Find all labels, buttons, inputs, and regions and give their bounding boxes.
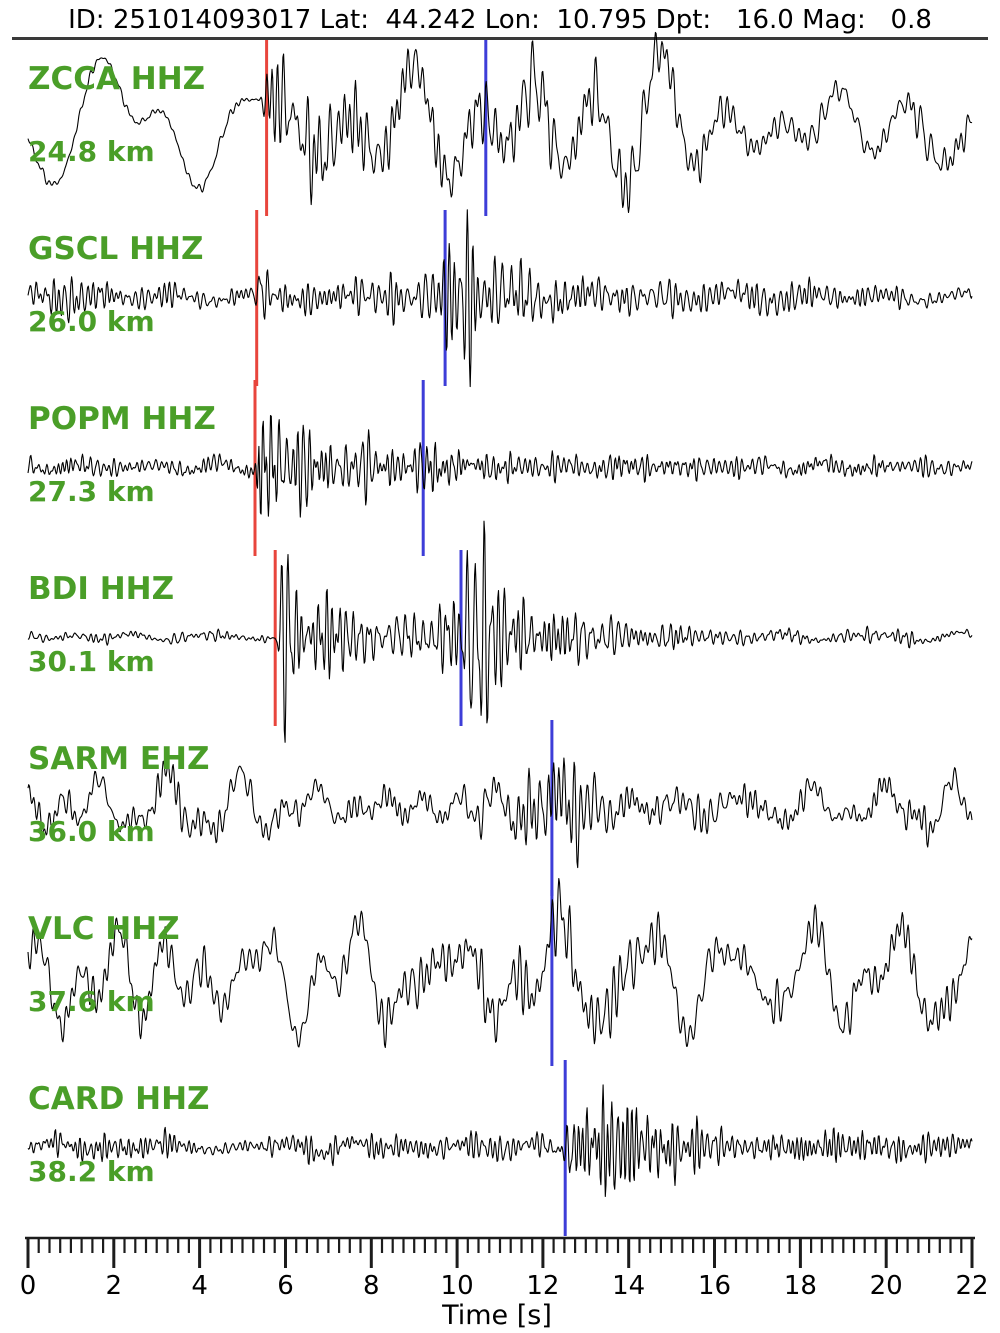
station-label-vlc: VLC HHZ (28, 911, 180, 947)
waveform-gscl (27, 209, 973, 388)
station-label-bdi: BDI HHZ (28, 571, 175, 607)
distance-label-popm: 27.3 km (28, 475, 155, 508)
x-tick-label-6: 6 (277, 1271, 294, 1301)
distance-label-zcca: 24.8 km (28, 135, 155, 168)
distance-label-gscl: 26.0 km (28, 305, 155, 338)
x-tick-label-18: 18 (784, 1271, 817, 1301)
station-label-gscl: GSCL HHZ (28, 231, 204, 267)
x-tick-label-8: 8 (363, 1271, 380, 1301)
header-divider (12, 37, 988, 40)
x-tick-label-14: 14 (612, 1271, 645, 1301)
waveform-vlc (27, 877, 973, 1049)
waveform-popm (27, 414, 973, 518)
x-tick-label-16: 16 (698, 1271, 731, 1301)
x-tick-label-12: 12 (526, 1271, 559, 1301)
waveform-card (27, 1084, 973, 1198)
x-tick-label-10: 10 (441, 1271, 474, 1301)
distance-label-vlc: 37.6 km (28, 985, 155, 1018)
waveform-bdi (27, 520, 973, 743)
station-label-zcca: ZCCA HHZ (28, 61, 206, 97)
distance-label-sarm: 36.0 km (28, 815, 155, 848)
station-label-card: CARD HHZ (28, 1081, 210, 1117)
x-tick-label-0: 0 (20, 1271, 37, 1301)
station-label-popm: POPM HHZ (28, 401, 216, 437)
distance-label-card: 38.2 km (28, 1155, 155, 1188)
distance-label-bdi: 30.1 km (28, 645, 155, 678)
x-axis-title: Time [s] (441, 1300, 552, 1331)
x-tick-label-4: 4 (191, 1271, 208, 1301)
waveform-zcca (27, 31, 973, 214)
time-axis: 0 2 4 6 8 10 12 14 16 18 20 22 Time [s] (20, 1236, 989, 1331)
x-tick-label-22: 22 (955, 1271, 988, 1301)
station-label-sarm: SARM EHZ (28, 741, 210, 777)
x-tick-label-2: 2 (106, 1271, 123, 1301)
x-tick-label-20: 20 (870, 1271, 903, 1301)
event-header: ID: 251014093017 Lat: 44.242 Lon: 10.795… (68, 5, 932, 35)
waveform-sarm (27, 757, 973, 869)
